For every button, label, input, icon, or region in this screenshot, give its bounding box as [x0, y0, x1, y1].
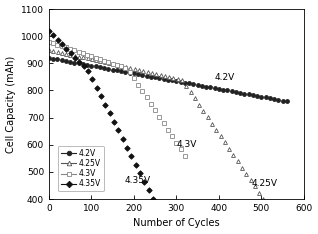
4.25V: [257, 191, 261, 194]
4.3V: [90, 55, 93, 58]
4.3V: [81, 52, 85, 55]
4.35V: [108, 112, 112, 115]
4.3V: [162, 122, 166, 125]
4.25V: [189, 91, 192, 94]
4.2V: [60, 59, 64, 62]
4.3V: [123, 66, 127, 69]
4.2V: [209, 86, 212, 89]
4.3V: [94, 56, 98, 59]
4.35V: [95, 86, 99, 89]
4.3V: [128, 70, 132, 73]
4.25V: [202, 110, 205, 113]
4.35V: [77, 61, 81, 63]
4.35V: [73, 56, 77, 59]
Legend: 4.2V, 4.25V, 4.3V, 4.35V: 4.2V, 4.25V, 4.3V, 4.35V: [58, 146, 104, 191]
4.35V: [129, 155, 133, 157]
4.35V: [121, 138, 125, 140]
4.3V: [141, 90, 144, 92]
4.3V: [85, 53, 89, 56]
4.3V: [153, 109, 157, 112]
4.3V: [77, 51, 80, 53]
4.3V: [73, 49, 76, 52]
4.35V: [60, 43, 64, 46]
Line: 4.25V: 4.25V: [47, 48, 266, 201]
4.35V: [86, 69, 90, 72]
4.35V: [142, 180, 146, 183]
4.35V: [103, 103, 107, 106]
4.25V: [47, 48, 51, 51]
4.3V: [115, 64, 119, 66]
4.3V: [175, 141, 178, 144]
4.3V: [166, 128, 170, 131]
4.35V: [56, 38, 59, 41]
4.35V: [147, 189, 151, 192]
4.35V: [90, 78, 94, 80]
4.3V: [157, 115, 161, 118]
4.2V: [56, 58, 59, 61]
4.3V: [107, 61, 110, 63]
4.35V: [151, 198, 155, 201]
4.3V: [183, 154, 187, 157]
4.3V: [145, 96, 149, 99]
4.3V: [68, 48, 72, 50]
4.3V: [102, 59, 106, 62]
4.35V: [82, 65, 86, 68]
4.2V: [47, 56, 51, 59]
Line: 4.35V: 4.35V: [47, 29, 155, 201]
4.3V: [179, 148, 183, 150]
4.25V: [262, 198, 266, 201]
4.35V: [134, 163, 138, 166]
4.3V: [51, 42, 55, 44]
Line: 4.3V: 4.3V: [47, 40, 187, 157]
4.25V: [111, 63, 115, 66]
X-axis label: Number of Cycles: Number of Cycles: [133, 219, 220, 228]
4.35V: [138, 172, 142, 175]
4.35V: [112, 121, 116, 123]
4.2V: [285, 100, 289, 103]
Text: 4.35V: 4.35V: [125, 176, 151, 185]
4.3V: [98, 58, 102, 61]
4.3V: [111, 62, 114, 65]
4.3V: [64, 46, 68, 49]
4.2V: [111, 68, 114, 71]
4.2V: [149, 75, 153, 78]
4.35V: [65, 47, 68, 50]
4.3V: [56, 43, 59, 46]
4.35V: [99, 95, 103, 98]
4.35V: [116, 129, 120, 132]
4.3V: [132, 77, 136, 80]
4.25V: [116, 64, 120, 67]
4.3V: [47, 40, 51, 43]
4.3V: [170, 135, 174, 138]
Text: 4.25V: 4.25V: [252, 179, 278, 188]
4.2V: [213, 87, 217, 90]
Text: 4.2V: 4.2V: [215, 73, 235, 82]
4.35V: [69, 52, 73, 55]
4.3V: [149, 102, 153, 105]
Line: 4.2V: 4.2V: [47, 56, 289, 103]
Text: 4.3V: 4.3V: [176, 140, 197, 150]
4.35V: [52, 34, 55, 37]
4.25V: [94, 59, 98, 62]
4.3V: [60, 45, 64, 48]
Y-axis label: Cell Capacity (mAh): Cell Capacity (mAh): [5, 55, 16, 153]
4.3V: [119, 65, 123, 68]
4.35V: [125, 146, 129, 149]
4.3V: [136, 83, 140, 86]
4.35V: [47, 29, 51, 32]
